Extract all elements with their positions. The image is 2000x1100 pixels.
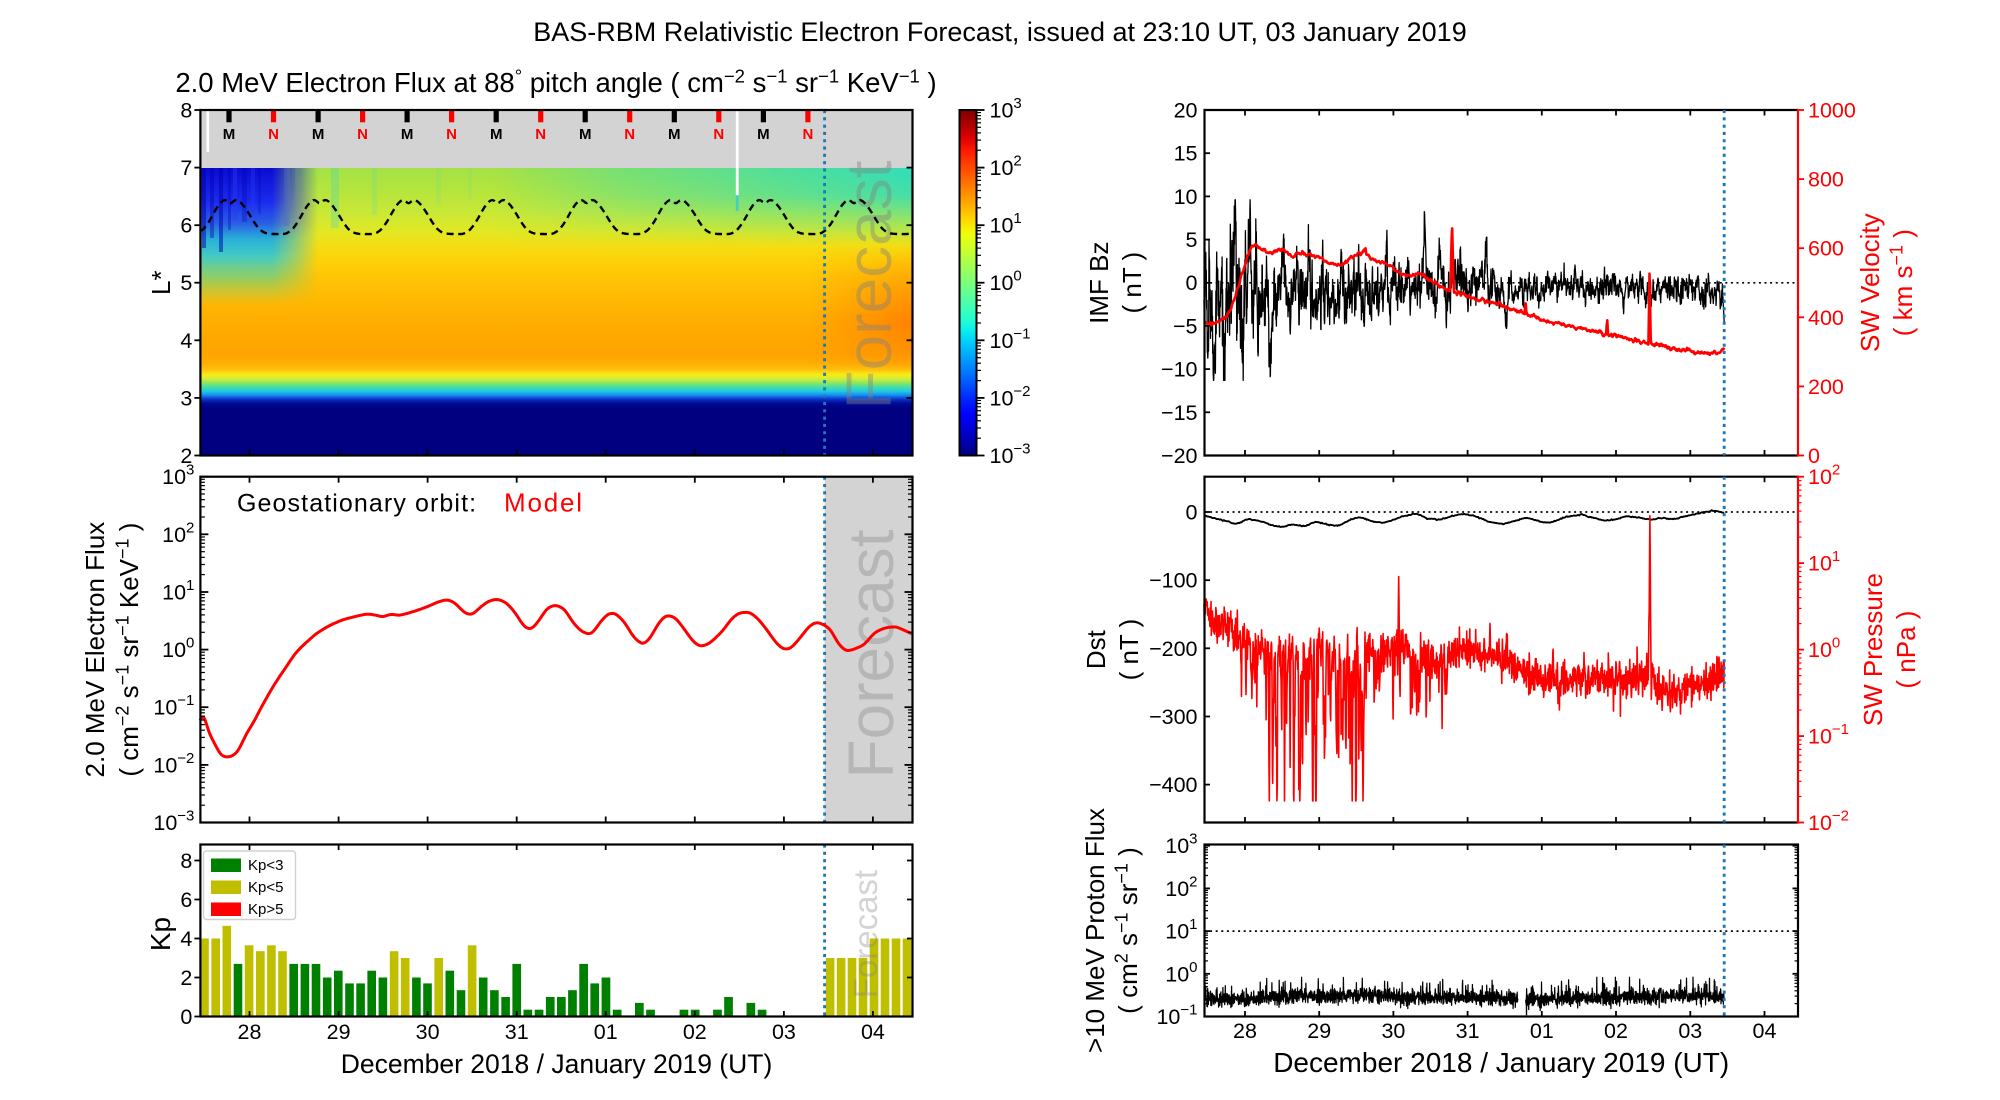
svg-text:L*: L*	[146, 270, 176, 295]
svg-text:−300: −300	[1149, 705, 1197, 729]
svg-text:M: M	[490, 126, 503, 143]
svg-text:02: 02	[1604, 1019, 1628, 1043]
svg-text:N: N	[713, 126, 724, 143]
svg-text:15: 15	[1174, 142, 1198, 166]
svg-text:0: 0	[1808, 444, 1820, 468]
svg-text:4: 4	[180, 927, 192, 951]
svg-text:M: M	[757, 126, 770, 143]
svg-text:N: N	[802, 126, 813, 143]
svg-text:4: 4	[180, 329, 192, 353]
svg-text:20: 20	[1174, 99, 1198, 123]
svg-text:03: 03	[772, 1020, 796, 1044]
svg-text:Forecast: Forecast	[835, 529, 907, 778]
svg-text:10−3: 10−3	[990, 441, 1031, 469]
svg-text:31: 31	[505, 1020, 529, 1044]
svg-text:Model: Model	[504, 488, 584, 518]
svg-text:SW Pressure: SW Pressure	[1858, 573, 1888, 726]
svg-text:Forecast: Forecast	[847, 870, 884, 998]
svg-text:−200: −200	[1149, 637, 1197, 661]
svg-text:600: 600	[1808, 237, 1844, 261]
svg-text:−15: −15	[1161, 401, 1198, 425]
svg-text:100: 100	[1808, 635, 1840, 663]
svg-text:−10: −10	[1161, 358, 1198, 382]
svg-text:30: 30	[1381, 1019, 1405, 1043]
svg-text:( nT ): ( nT )	[1117, 252, 1147, 314]
svg-text:Kp>5: Kp>5	[248, 901, 283, 918]
svg-text:8: 8	[180, 99, 192, 123]
svg-text:( cm−2 s−1 sr−1 KeV−1 ): ( cm−2 s−1 sr−1 KeV−1 )	[113, 523, 145, 777]
svg-text:0: 0	[1186, 271, 1198, 295]
svg-text:M: M	[668, 126, 681, 143]
svg-text:02: 02	[683, 1020, 707, 1044]
svg-text:Kp: Kp	[145, 917, 176, 951]
svg-text:04: 04	[1753, 1019, 1777, 1043]
svg-text:6: 6	[180, 888, 192, 912]
svg-text:−20: −20	[1161, 444, 1198, 468]
svg-text:December 2018 / January 2019 (: December 2018 / January 2019 (UT)	[1273, 1047, 1729, 1078]
svg-text:N: N	[268, 126, 279, 143]
svg-text:28: 28	[238, 1020, 262, 1044]
svg-text:2: 2	[180, 966, 192, 990]
svg-text:200: 200	[1808, 375, 1844, 399]
svg-text:400: 400	[1808, 306, 1844, 330]
svg-text:( nPa ): ( nPa )	[1891, 611, 1921, 689]
svg-text:28: 28	[1233, 1019, 1257, 1043]
svg-text:2: 2	[180, 444, 192, 468]
svg-text:7: 7	[180, 156, 192, 180]
svg-text:01: 01	[594, 1020, 618, 1044]
svg-text:M: M	[579, 126, 592, 143]
svg-text:( km s−1 ): ( km s−1 )	[1887, 229, 1919, 336]
svg-text:Forecast: Forecast	[833, 160, 905, 409]
svg-text:29: 29	[327, 1020, 351, 1044]
svg-text:2.0 MeV Electron Flux: 2.0 MeV Electron Flux	[80, 522, 110, 778]
svg-text:−400: −400	[1149, 773, 1197, 797]
svg-text:04: 04	[861, 1020, 885, 1044]
svg-text:3: 3	[180, 386, 192, 410]
svg-text:Kp<5: Kp<5	[248, 879, 283, 896]
svg-text:−5: −5	[1173, 314, 1198, 338]
svg-text:−100: −100	[1149, 569, 1197, 593]
svg-text:Dst: Dst	[1081, 629, 1111, 669]
svg-text:IMF Bz: IMF Bz	[1084, 242, 1114, 324]
svg-text:5: 5	[1186, 228, 1198, 252]
svg-text:800: 800	[1808, 168, 1844, 192]
svg-text:2.0 MeV Electron Flux at 88° p: 2.0 MeV Electron Flux at 88° pitch angle…	[175, 66, 936, 99]
svg-text:M: M	[312, 126, 325, 143]
svg-text:BAS-RBM Relativistic Electron: BAS-RBM Relativistic Electron Forecast, …	[533, 17, 1466, 47]
svg-text:N: N	[357, 126, 368, 143]
svg-text:M: M	[223, 126, 236, 143]
svg-text:N: N	[624, 126, 635, 143]
svg-text:0: 0	[1186, 501, 1198, 525]
svg-text:December 2018 / January 2019 (: December 2018 / January 2019 (UT)	[341, 1049, 773, 1079]
svg-text:01: 01	[1530, 1019, 1554, 1043]
svg-text:N: N	[535, 126, 546, 143]
svg-text:N: N	[446, 126, 457, 143]
svg-text:>10 MeV Proton Flux: >10 MeV Proton Flux	[1080, 808, 1110, 1053]
svg-text:Kp<3: Kp<3	[248, 857, 283, 874]
svg-text:5: 5	[180, 271, 192, 295]
svg-text:M: M	[401, 126, 414, 143]
svg-text:SW Velocity: SW Velocity	[1855, 213, 1885, 352]
svg-text:03: 03	[1678, 1019, 1702, 1043]
svg-text:8: 8	[180, 849, 192, 873]
svg-text:6: 6	[180, 214, 192, 238]
svg-text:103: 103	[990, 95, 1022, 123]
svg-text:Geostationary orbit:: Geostationary orbit:	[237, 490, 477, 518]
svg-text:( nT ): ( nT )	[1114, 619, 1144, 681]
svg-text:10: 10	[1174, 185, 1198, 209]
svg-text:0: 0	[180, 1005, 192, 1029]
svg-text:31: 31	[1456, 1019, 1480, 1043]
svg-text:1000: 1000	[1808, 99, 1856, 123]
svg-text:29: 29	[1307, 1019, 1331, 1043]
svg-text:30: 30	[416, 1020, 440, 1044]
